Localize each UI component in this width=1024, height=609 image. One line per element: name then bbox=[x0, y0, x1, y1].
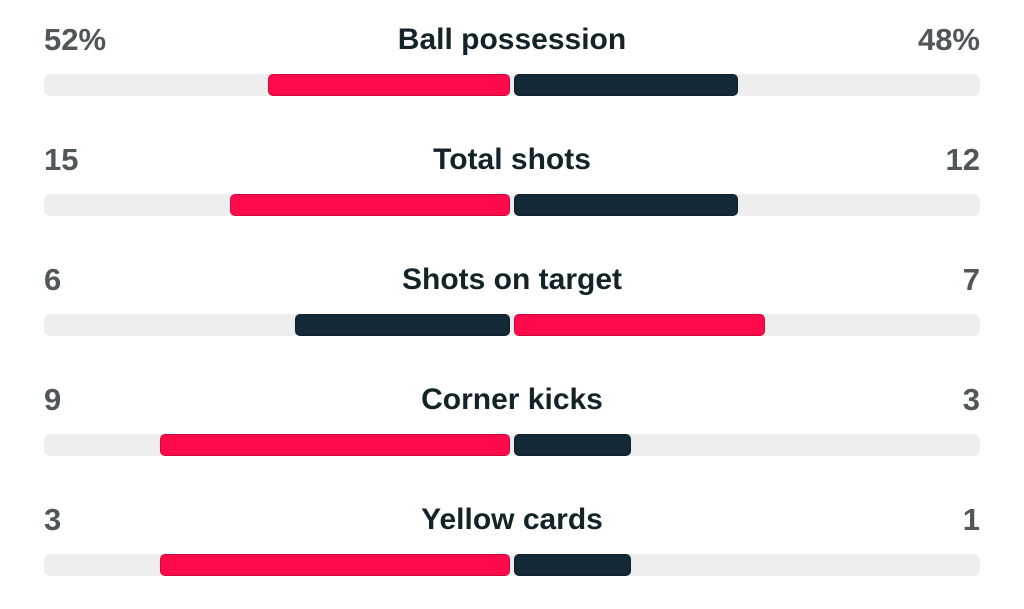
stat-header: 9 Corner kicks 3 bbox=[44, 362, 980, 417]
stat-header: 15 Total shots 12 bbox=[44, 122, 980, 177]
stat-label: Yellow cards bbox=[421, 503, 603, 536]
stat-header: 6 Shots on target 7 bbox=[44, 242, 980, 297]
away-bar bbox=[514, 554, 631, 576]
stat-row-ball-possession: 52% Ball possession 48% bbox=[44, 2, 980, 98]
home-value: 9 bbox=[44, 382, 62, 417]
home-value: 15 bbox=[44, 142, 79, 177]
away-value: 3 bbox=[962, 382, 980, 417]
home-bar bbox=[295, 314, 510, 336]
stat-bar-track bbox=[44, 74, 980, 96]
stat-header: 52% Ball possession 48% bbox=[44, 2, 980, 57]
away-value: 7 bbox=[962, 262, 980, 297]
away-value: 1 bbox=[962, 502, 980, 537]
home-bar bbox=[268, 74, 510, 96]
stat-bar-track bbox=[44, 434, 980, 456]
away-bar bbox=[514, 434, 631, 456]
stat-label: Corner kicks bbox=[421, 383, 603, 416]
stat-label: Shots on target bbox=[401, 263, 622, 296]
stat-row-yellow-cards: 3 Yellow cards 1 bbox=[44, 482, 980, 578]
away-bar bbox=[514, 74, 738, 96]
home-bar bbox=[230, 194, 510, 216]
stat-row-shots-on-target: 6 Shots on target 7 bbox=[44, 242, 980, 338]
away-bar bbox=[514, 314, 765, 336]
stat-label: Ball possession bbox=[397, 23, 627, 56]
stat-bar-track bbox=[44, 554, 980, 576]
stat-bar-track bbox=[44, 314, 980, 336]
away-value: 12 bbox=[945, 142, 980, 177]
stat-bar-track bbox=[44, 194, 980, 216]
home-value: 6 bbox=[44, 262, 62, 297]
stat-header: 3 Yellow cards 1 bbox=[44, 482, 980, 537]
stat-row-total-shots: 15 Total shots 12 bbox=[44, 122, 980, 218]
stat-row-corner-kicks: 9 Corner kicks 3 bbox=[44, 362, 980, 458]
away-bar bbox=[514, 194, 738, 216]
home-value: 3 bbox=[44, 502, 62, 537]
home-bar bbox=[160, 554, 510, 576]
home-value: 52% bbox=[44, 22, 107, 57]
away-value: 48% bbox=[917, 22, 980, 57]
stat-label: Total shots bbox=[433, 143, 591, 176]
home-bar bbox=[160, 434, 510, 456]
